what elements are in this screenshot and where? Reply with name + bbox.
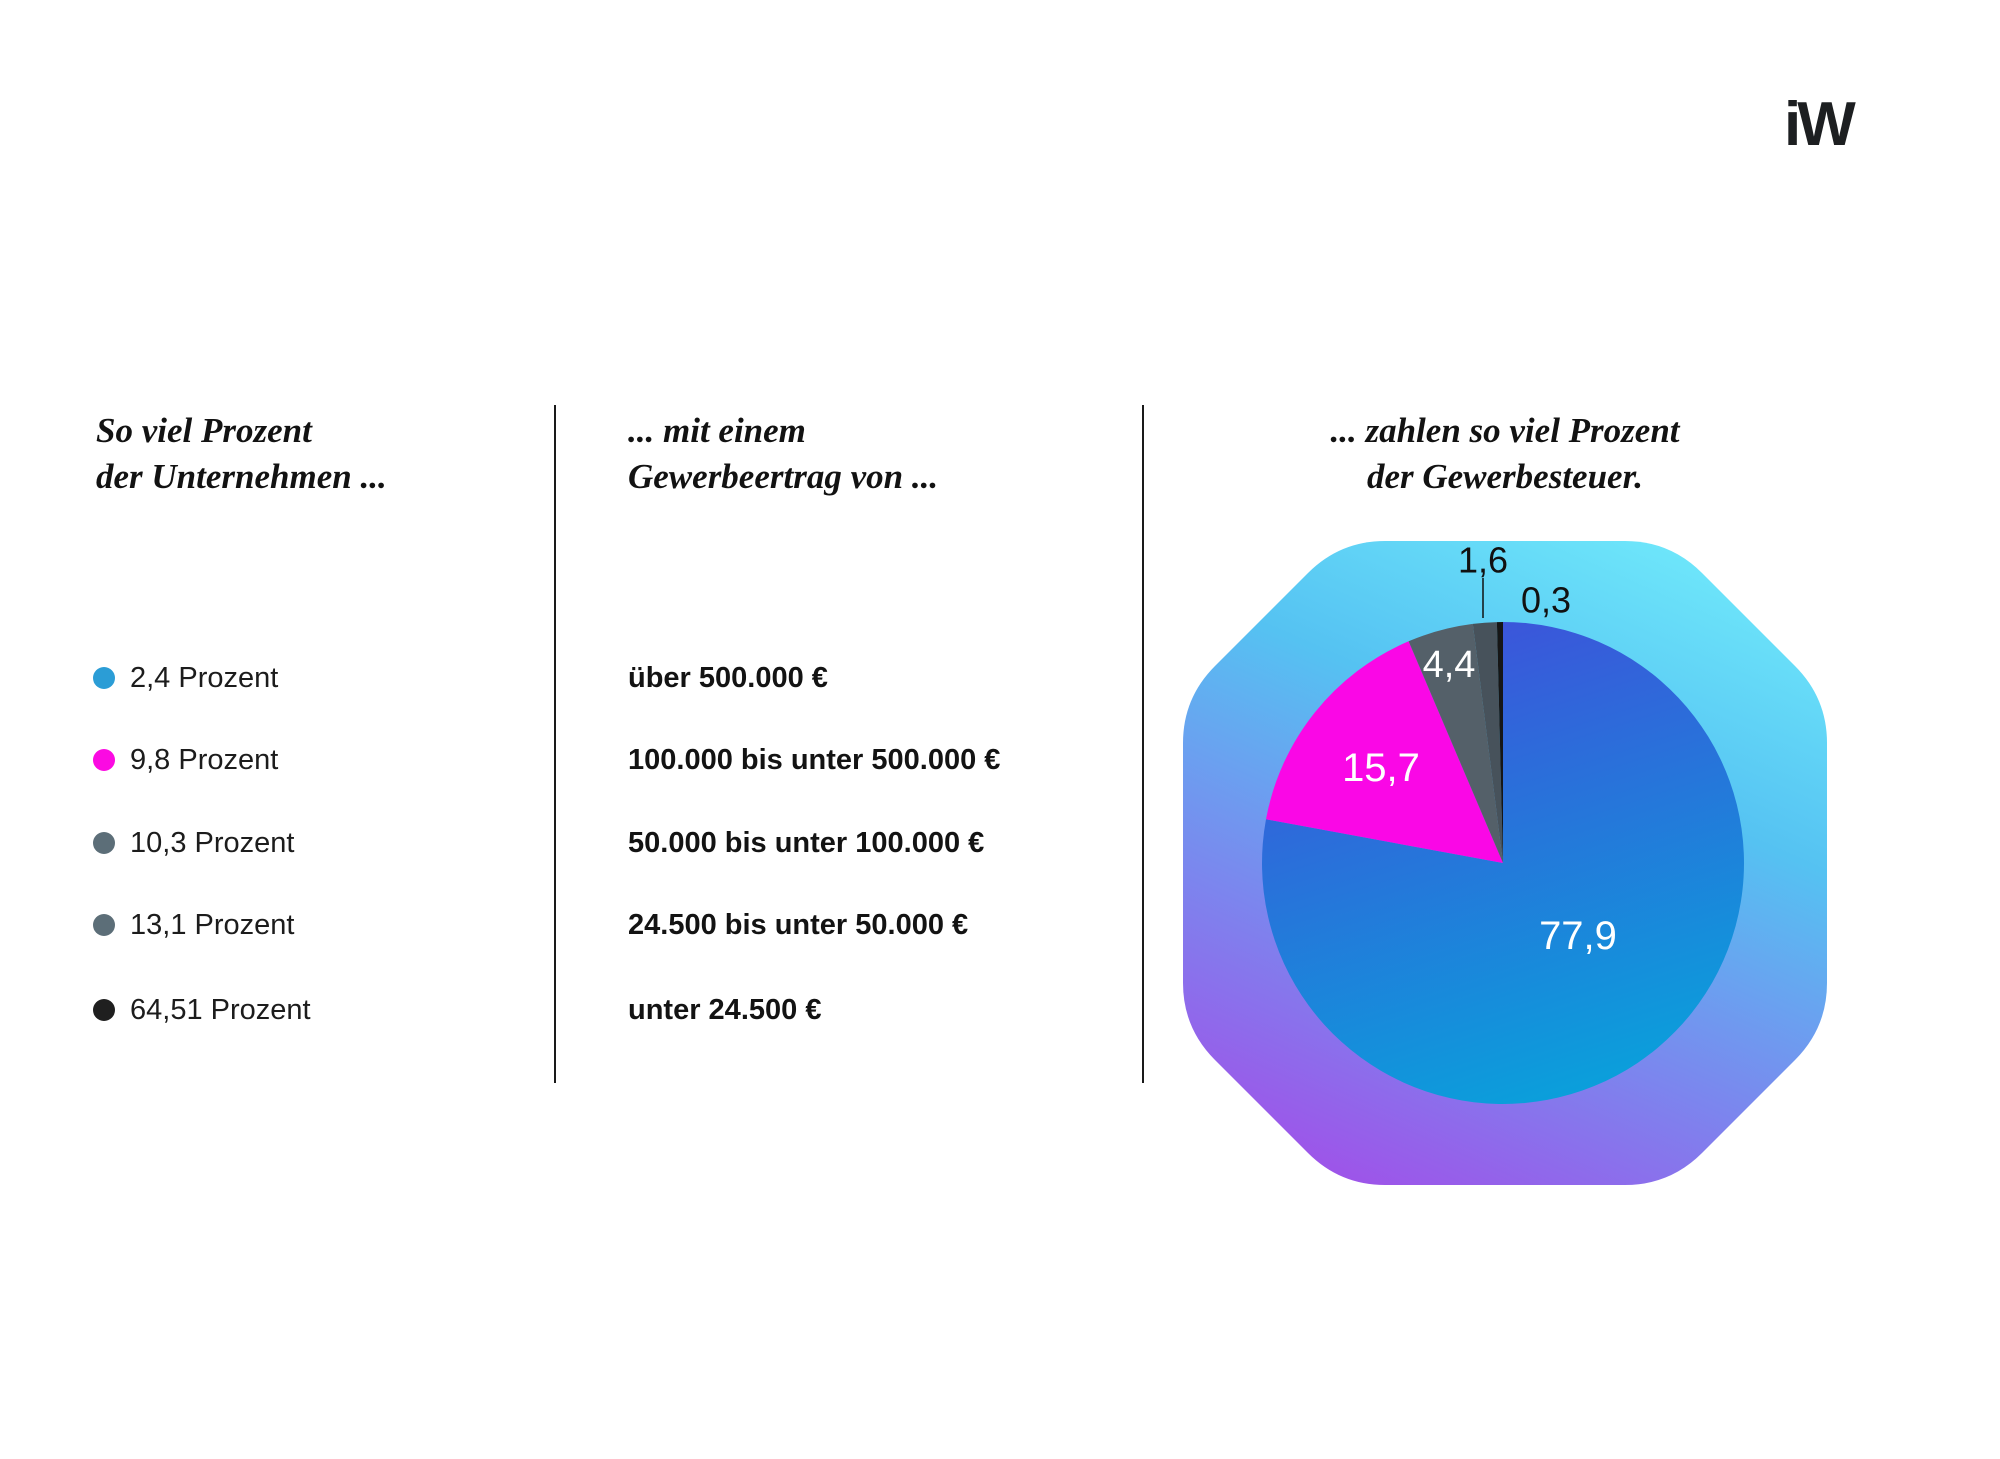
middle-header-line1: ... mit einem [628,411,806,450]
legend-item-label: 9,8 Prozent [130,743,279,776]
legend-dot-gray-icon [93,914,115,936]
pie-label-1-6: 1,6 [1458,540,1508,581]
middle-header-line2: Gewerbeertrag von ... [628,457,939,496]
legend-dot-blue-icon [93,667,115,689]
gewerbeertrag-range: über 500.000 € [628,661,828,694]
gewerbeertrag-range: unter 24.500 € [628,993,822,1026]
left-header-line2: der Unternehmen ... [96,457,387,496]
legend-dot-magenta-icon [93,749,115,771]
legend-item-label: 2,4 Prozent [130,661,279,694]
legend-item: 10,3 Prozent [92,826,294,860]
pie-chart: 77,9 15,7 4,4 1,6 0,3 [1183,540,1827,1185]
pie-slice-77-9 [1262,622,1745,1104]
pie-label-15-7: 15,7 [1342,746,1420,790]
legend-dot-gray-icon [93,832,115,854]
legend-dot-black-icon [93,999,115,1021]
column-divider-left [554,405,556,1083]
legend-item-label: 13,1 Prozent [130,908,295,941]
right-column-header: ... zahlen so viel Prozent der Gewerbest… [1175,408,1835,500]
legend-item: 2,4 Prozent [92,661,278,695]
pie-slice-15-7 [1266,641,1503,863]
legend-item-label: 10,3 Prozent [130,826,295,859]
pie-slice-1-6 [1472,622,1503,863]
left-header-line1: So viel Prozent [96,411,312,450]
pie-slice-4-4 [1408,623,1503,863]
gewerbeertrag-range: 50.000 bis unter 100.000 € [628,826,985,859]
gewerbeertrag-range: 24.500 bis unter 50.000 € [628,908,969,941]
legend-item: 9,8 Prozent [92,743,278,777]
legend-item: 64,51 Prozent [92,993,311,1027]
gewerbeertrag-range: 100.000 bis unter 500.000 € [628,743,1001,776]
pie-label-4-4: 4,4 [1423,644,1476,686]
legend-item: 13,1 Prozent [92,908,294,942]
iw-logo: iW [1784,90,1856,159]
column-divider-right [1142,405,1144,1083]
right-header-line1: ... zahlen so viel Prozent [1330,411,1680,450]
right-header-line2: der Gewerbesteuer. [1366,457,1644,496]
pie-label-77-9: 77,9 [1539,914,1617,958]
left-column-header: So viel Prozent der Unternehmen ... [96,408,387,500]
middle-column-header: ... mit einem Gewerbeertrag von ... [628,408,938,500]
pie-slice-0-3 [1496,622,1503,863]
pie-label-0-3: 0,3 [1521,580,1571,621]
legend-item-label: 64,51 Prozent [130,993,311,1026]
